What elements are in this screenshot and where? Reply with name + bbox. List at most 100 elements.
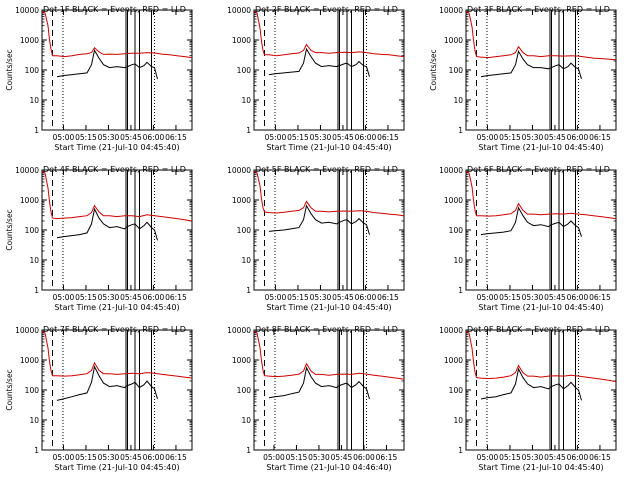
y-axis-label: Counts/sec xyxy=(5,49,14,90)
x-tick-label: 06:15 xyxy=(165,453,187,462)
series-line xyxy=(268,47,370,77)
x-tick-label: 05:00 xyxy=(265,293,287,302)
series-line xyxy=(41,330,193,379)
x-tick-label: 05:15 xyxy=(75,293,97,302)
x-axis-label: Start Time (21-Jul-10 04:46:40) xyxy=(266,463,391,472)
x-tick-label: 05:30 xyxy=(98,293,120,302)
x-axis-label: Start Time (21-Jul-10 04:45:40) xyxy=(478,303,603,312)
x-tick-label: 06:00 xyxy=(567,133,589,142)
y-tick-label: 1 xyxy=(246,126,251,135)
x-axis-label: Start Time (21-Jul-10 04:45:40) xyxy=(478,143,603,152)
y-tick-label: 100 xyxy=(449,226,464,235)
series-line xyxy=(253,10,405,58)
x-tick-label: 06:00 xyxy=(143,133,165,142)
x-tick-label: 05:00 xyxy=(53,453,75,462)
y-tick-label: 1000 xyxy=(20,356,39,365)
x-tick-label: 05:00 xyxy=(53,293,75,302)
series-line xyxy=(480,206,582,237)
chart-panel: 1 10 100 1000 10000 05:00 05:15 05:30 05:45 06:00… xyxy=(227,5,405,152)
x-tick-label: 06:15 xyxy=(165,293,187,302)
y-tick-label: 10000 xyxy=(227,326,251,335)
x-tick-label: 06:00 xyxy=(567,293,589,302)
chart-title: Det 9F BLACK = Events, RED = LLD xyxy=(467,325,610,334)
x-tick-label: 05:15 xyxy=(499,453,521,462)
plot-frame xyxy=(465,9,617,131)
y-tick-label: 1 xyxy=(458,286,463,295)
x-tick-label: 05:45 xyxy=(331,453,353,462)
y-tick-label: 10000 xyxy=(15,326,39,335)
y-tick-label: 10 xyxy=(29,256,39,265)
y-tick-label: 10000 xyxy=(15,6,39,15)
y-tick-label: 100 xyxy=(25,226,40,235)
x-tick-label: 05:00 xyxy=(263,453,285,462)
x-tick-label: 06:15 xyxy=(165,133,187,142)
y-tick-label: 100 xyxy=(449,66,464,75)
y-tick-label: 1 xyxy=(246,286,251,295)
y-tick-label: 100 xyxy=(237,226,252,235)
x-tick-label: 05:15 xyxy=(75,453,97,462)
y-tick-label: 10 xyxy=(29,416,39,425)
y-tick-label: 10 xyxy=(241,256,251,265)
x-tick-label: 05:15 xyxy=(287,293,309,302)
y-tick-label: 1000 xyxy=(232,36,251,45)
x-tick-label: 05:30 xyxy=(522,133,544,142)
y-tick-label: 1000 xyxy=(444,36,463,45)
series-line xyxy=(41,170,193,222)
x-tick-label: 05:30 xyxy=(522,453,544,462)
plot-frame xyxy=(465,169,617,291)
chart-title: Det 5F BLACK = Events, RED = LLD xyxy=(255,165,398,174)
y-tick-label: 10000 xyxy=(439,166,463,175)
x-tick-label: 06:00 xyxy=(567,453,589,462)
x-tick-label: 05:15 xyxy=(499,293,521,302)
x-axis-label: Start Time (21-Jul-10 04:45:40) xyxy=(54,463,179,472)
x-tick-label: 06:15 xyxy=(377,293,399,302)
chart-panel: 1 10 100 1000 10000 05:00 05:15 05:30 05:45 06:00… xyxy=(227,325,405,472)
y-tick-label: 10 xyxy=(453,256,463,265)
y-tick-label: 10 xyxy=(29,96,39,105)
series-line xyxy=(268,204,370,235)
x-tick-label: 06:15 xyxy=(589,453,611,462)
y-tick-label: 1 xyxy=(458,446,463,455)
y-tick-label: 100 xyxy=(25,386,40,395)
chart-panel: 1 10 100 1000 10000 05:00 05:15 05:30 05:45 06:00… xyxy=(439,165,617,312)
y-tick-label: 1000 xyxy=(444,356,463,365)
y-tick-label: 1 xyxy=(458,126,463,135)
series-line xyxy=(465,170,617,220)
y-tick-label: 1000 xyxy=(20,36,39,45)
x-tick-label: 05:45 xyxy=(332,133,354,142)
x-axis-label: Start Time (21-Jul-10 04:45:40) xyxy=(478,463,603,472)
x-tick-label: 06:00 xyxy=(353,453,375,462)
plot-frame xyxy=(41,329,193,451)
chart-title: Det 8F BLACK = Events, RED = LLD xyxy=(255,325,398,334)
plot-frame xyxy=(253,169,405,291)
x-tick-label: 06:00 xyxy=(355,293,377,302)
x-tick-label: 05:15 xyxy=(286,453,308,462)
y-tick-label: 1 xyxy=(34,126,39,135)
x-tick-label: 05:00 xyxy=(477,453,499,462)
plot-frame xyxy=(41,169,193,291)
y-axis-label: Counts/sec xyxy=(5,209,14,250)
x-tick-label: 05:45 xyxy=(544,133,566,142)
y-tick-label: 100 xyxy=(237,66,252,75)
y-tick-label: 1 xyxy=(34,446,39,455)
x-tick-label: 06:00 xyxy=(143,453,165,462)
series-line xyxy=(41,10,193,59)
x-tick-label: 05:00 xyxy=(477,293,499,302)
x-axis-label: Start Time (21-Jul-10 04:45:40) xyxy=(266,303,391,312)
y-tick-label: 10000 xyxy=(439,326,463,335)
series-line xyxy=(56,49,158,80)
y-tick-label: 100 xyxy=(237,386,252,395)
x-tick-label: 05:30 xyxy=(98,133,120,142)
chart-title: Det 4F BLACK = Events, RED = LLD xyxy=(43,165,186,174)
x-tick-label: 05:45 xyxy=(120,133,142,142)
y-tick-label: 10000 xyxy=(227,6,251,15)
series-line xyxy=(56,207,158,241)
x-tick-label: 05:45 xyxy=(120,453,142,462)
x-tick-label: 05:00 xyxy=(265,133,287,142)
x-tick-label: 05:15 xyxy=(287,133,309,142)
x-tick-label: 05:45 xyxy=(120,293,142,302)
y-tick-label: 10 xyxy=(453,416,463,425)
series-line xyxy=(253,330,405,380)
